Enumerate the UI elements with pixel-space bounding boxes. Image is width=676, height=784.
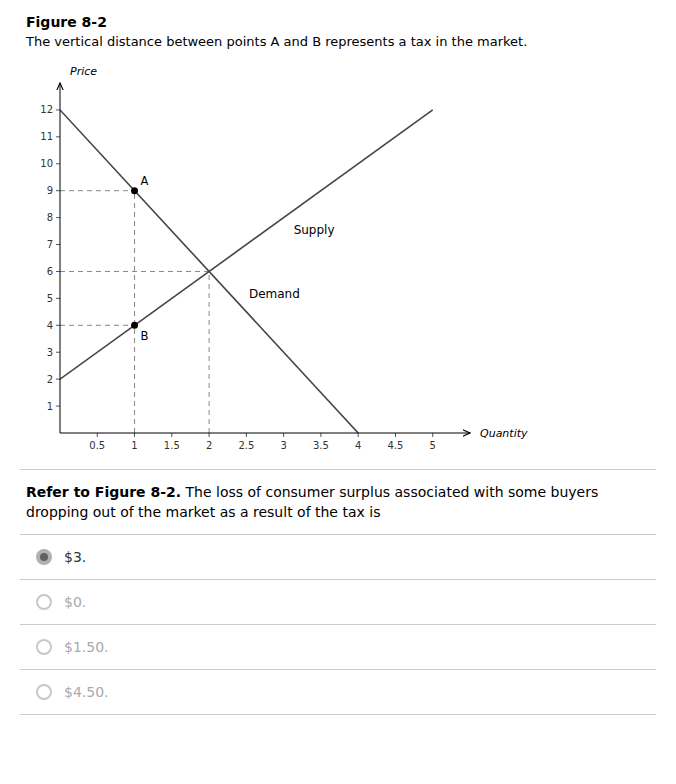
question: Refer to Figure 8-2. The loss of consume…	[0, 470, 676, 534]
y-tick	[56, 136, 60, 137]
y-tick	[56, 217, 60, 218]
y-tick	[56, 298, 60, 299]
series-label: Demand	[249, 287, 300, 301]
y-tick	[56, 271, 60, 272]
reference-line	[134, 191, 135, 433]
x-tick	[97, 433, 98, 437]
y-tick	[56, 109, 60, 110]
option-label: $3.	[64, 549, 86, 565]
y-tick-label: 9	[47, 185, 53, 196]
y-tick-label: 7	[47, 239, 53, 250]
labels: Demand Supply A B	[141, 174, 335, 344]
x-tick-label: 4	[355, 440, 361, 451]
y-tick-label: 1	[47, 401, 53, 412]
y-axis	[60, 83, 61, 433]
reference-line	[60, 271, 209, 272]
y-tick	[56, 244, 60, 245]
subtitle: The vertical distance between points A a…	[26, 34, 650, 49]
x-tick	[209, 433, 210, 437]
radio	[36, 594, 52, 610]
x-tick-label: 2.5	[238, 440, 254, 451]
y-axis-label: Price	[70, 65, 97, 78]
series-label: Supply	[294, 223, 335, 237]
x-tick	[320, 433, 321, 437]
point	[131, 187, 138, 194]
option-label: $0.	[64, 594, 86, 610]
option: $3.	[20, 534, 656, 579]
radio	[36, 684, 52, 700]
point-label: B	[141, 329, 149, 343]
y-tick	[56, 379, 60, 380]
y-tick	[56, 406, 60, 407]
y-tick-label: 12	[40, 104, 53, 115]
ticks: 0.511.522.533.544.55123456789101112	[40, 104, 436, 451]
option: $0.	[20, 579, 656, 624]
y-tick	[56, 352, 60, 353]
x-tick-label: 1.5	[164, 440, 180, 451]
x-axis	[60, 433, 470, 434]
y-tick	[56, 190, 60, 191]
x-tick-label: 3.5	[313, 440, 329, 451]
option: $1.50.	[20, 624, 656, 669]
title: Figure 8-2	[26, 14, 650, 30]
x-tick-label: 4.5	[388, 440, 404, 451]
y-tick-label: 6	[47, 266, 53, 277]
axes: Price Quantity	[60, 65, 528, 440]
y-tick	[56, 163, 60, 164]
reference-line	[60, 325, 135, 326]
x-tick	[358, 433, 359, 437]
option: $4.50.	[20, 669, 656, 715]
point	[131, 322, 138, 329]
question-bold: Refer to Figure 8-2.	[26, 484, 181, 500]
radio	[36, 549, 52, 565]
x-tick-label: 5	[430, 440, 436, 451]
x-tick-label: 2	[206, 440, 212, 451]
x-tick-label: 0.5	[89, 440, 105, 451]
y-tick-label: 8	[47, 212, 53, 223]
x-tick-label: 1	[131, 440, 137, 451]
option-label: $4.50.	[64, 684, 109, 700]
divider	[20, 469, 656, 470]
option-label: $1.50.	[64, 639, 109, 655]
y-tick-label: 10	[40, 158, 53, 169]
y-tick-label: 11	[40, 131, 53, 142]
series-line	[60, 110, 433, 379]
plot-area	[60, 110, 433, 433]
y-tick-label: 2	[47, 374, 53, 385]
x-tick	[395, 433, 396, 437]
y-tick	[56, 325, 60, 326]
x-axis-label: Quantity	[480, 427, 528, 440]
x-tick	[134, 433, 135, 437]
point-label: A	[141, 174, 149, 188]
x-tick-label: 3	[280, 440, 286, 451]
y-tick-label: 5	[47, 293, 53, 304]
radio	[36, 639, 52, 655]
reference-line	[60, 190, 135, 191]
x-tick	[283, 433, 284, 437]
x-tick	[432, 433, 433, 437]
x-tick	[246, 433, 247, 437]
reference-line	[209, 271, 210, 433]
chart: 0.511.522.533.544.55123456789101112Price…	[0, 49, 676, 469]
x-tick	[171, 433, 172, 437]
y-tick-label: 3	[47, 347, 53, 358]
y-tick-label: 4	[47, 320, 53, 331]
